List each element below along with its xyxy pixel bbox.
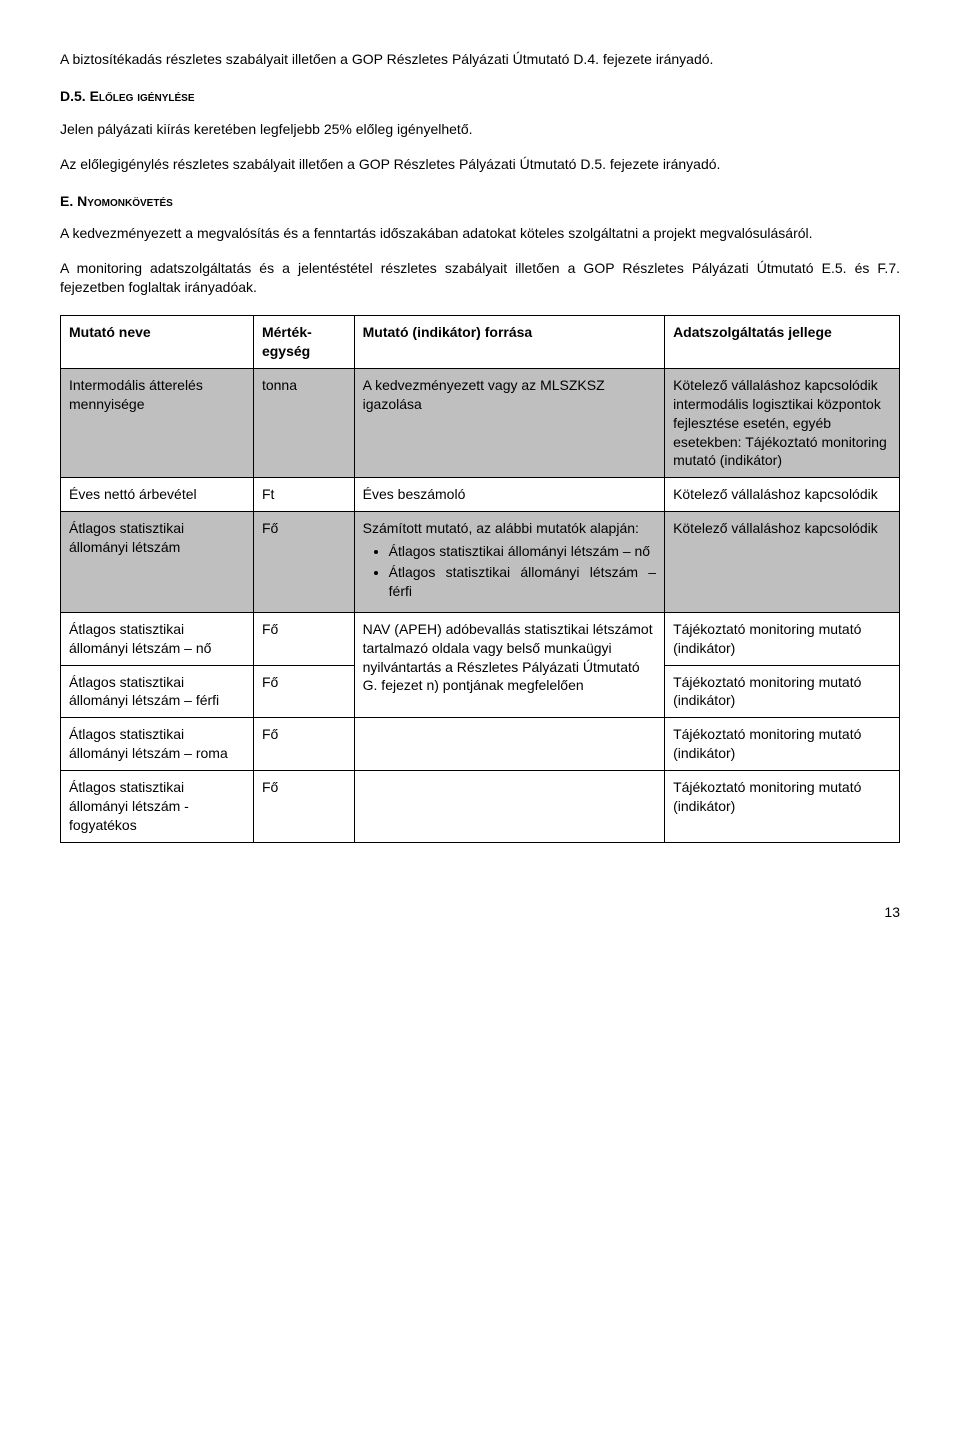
cell-unit: Fő: [253, 512, 354, 613]
cell-unit: Fő: [253, 718, 354, 771]
d5-paragraph-2: Az előlegigénylés részletes szabályait i…: [60, 155, 900, 174]
section-e-label: Nyomonkövetés: [77, 193, 173, 209]
e-paragraph-2: A monitoring adatszolgáltatás és a jelen…: [60, 259, 900, 297]
cell-source: [354, 771, 664, 843]
list-item: Átlagos statisztikai állományi létszám –…: [389, 542, 656, 561]
e-paragraph-1: A kedvezményezett a megvalósítás és a fe…: [60, 224, 900, 243]
cell-type: Tájékoztató monitoring mutató (indikátor…: [665, 718, 900, 771]
header-unit: Mérték-egység: [253, 316, 354, 369]
cell-name: Intermodális átterelés mennyisége: [61, 368, 254, 477]
table-row: Átlagos statisztikai állományi létszám –…: [61, 718, 900, 771]
cell-source: A kedvezményezett vagy az MLSZKSZ igazol…: [354, 368, 664, 477]
cell-type: Tájékoztató monitoring mutató (indikátor…: [665, 665, 900, 718]
cell-source-intro: Számított mutató, az alábbi mutatók alap…: [363, 520, 639, 536]
table-row: Éves nettó árbevétel Ft Éves beszámoló K…: [61, 478, 900, 512]
cell-unit: Fő: [253, 771, 354, 843]
cell-type: Kötelező vállaláshoz kapcsolódik intermo…: [665, 368, 900, 477]
page-number: 13: [60, 903, 900, 922]
cell-source-list: Átlagos statisztikai állományi létszám –…: [363, 542, 656, 601]
cell-type: Kötelező vállaláshoz kapcsolódik: [665, 478, 900, 512]
cell-source-merged: NAV (APEH) adóbevallás statisztikai léts…: [354, 612, 664, 718]
cell-unit: Ft: [253, 478, 354, 512]
cell-source: Számított mutató, az alábbi mutatók alap…: [354, 512, 664, 613]
cell-name: Átlagos statisztikai állományi létszám –…: [61, 612, 254, 665]
cell-name: Átlagos statisztikai állományi létszám: [61, 512, 254, 613]
cell-source: [354, 718, 664, 771]
cell-name: Éves nettó árbevétel: [61, 478, 254, 512]
cell-type: Tájékoztató monitoring mutató (indikátor…: [665, 612, 900, 665]
d5-paragraph-1: Jelen pályázati kiírás keretében legfelj…: [60, 120, 900, 139]
cell-unit: Fő: [253, 612, 354, 665]
section-e-prefix: E.: [60, 193, 73, 209]
indicators-table: Mutató neve Mérték-egység Mutató (indiká…: [60, 315, 900, 843]
cell-unit: tonna: [253, 368, 354, 477]
section-e-heading: E. Nyomonkövetés: [60, 192, 900, 211]
cell-name: Átlagos statisztikai állományi létszám -…: [61, 771, 254, 843]
table-row: Átlagos statisztikai állományi létszám -…: [61, 771, 900, 843]
intro-paragraph: A biztosítékadás részletes szabályait il…: [60, 50, 900, 69]
cell-unit: Fő: [253, 665, 354, 718]
header-name: Mutató neve: [61, 316, 254, 369]
section-d5-heading: D.5. Előleg igénylése: [60, 87, 900, 106]
cell-source: Éves beszámoló: [354, 478, 664, 512]
cell-name: Átlagos statisztikai állományi létszám –…: [61, 665, 254, 718]
section-d5-prefix: D.5.: [60, 88, 86, 104]
table-row: Átlagos statisztikai állományi létszám F…: [61, 512, 900, 613]
header-type: Adatszolgáltatás jellege: [665, 316, 900, 369]
header-source: Mutató (indikátor) forrása: [354, 316, 664, 369]
cell-name: Átlagos statisztikai állományi létszám –…: [61, 718, 254, 771]
section-d5-label: Előleg igénylése: [90, 88, 195, 104]
table-header-row: Mutató neve Mérték-egység Mutató (indiká…: [61, 316, 900, 369]
cell-type: Kötelező vállaláshoz kapcsolódik: [665, 512, 900, 613]
cell-type: Tájékoztató monitoring mutató (indikátor…: [665, 771, 900, 843]
list-item: Átlagos statisztikai állományi létszám –…: [389, 563, 656, 601]
table-row: Intermodális átterelés mennyisége tonna …: [61, 368, 900, 477]
table-row: Átlagos statisztikai állományi létszám –…: [61, 612, 900, 665]
